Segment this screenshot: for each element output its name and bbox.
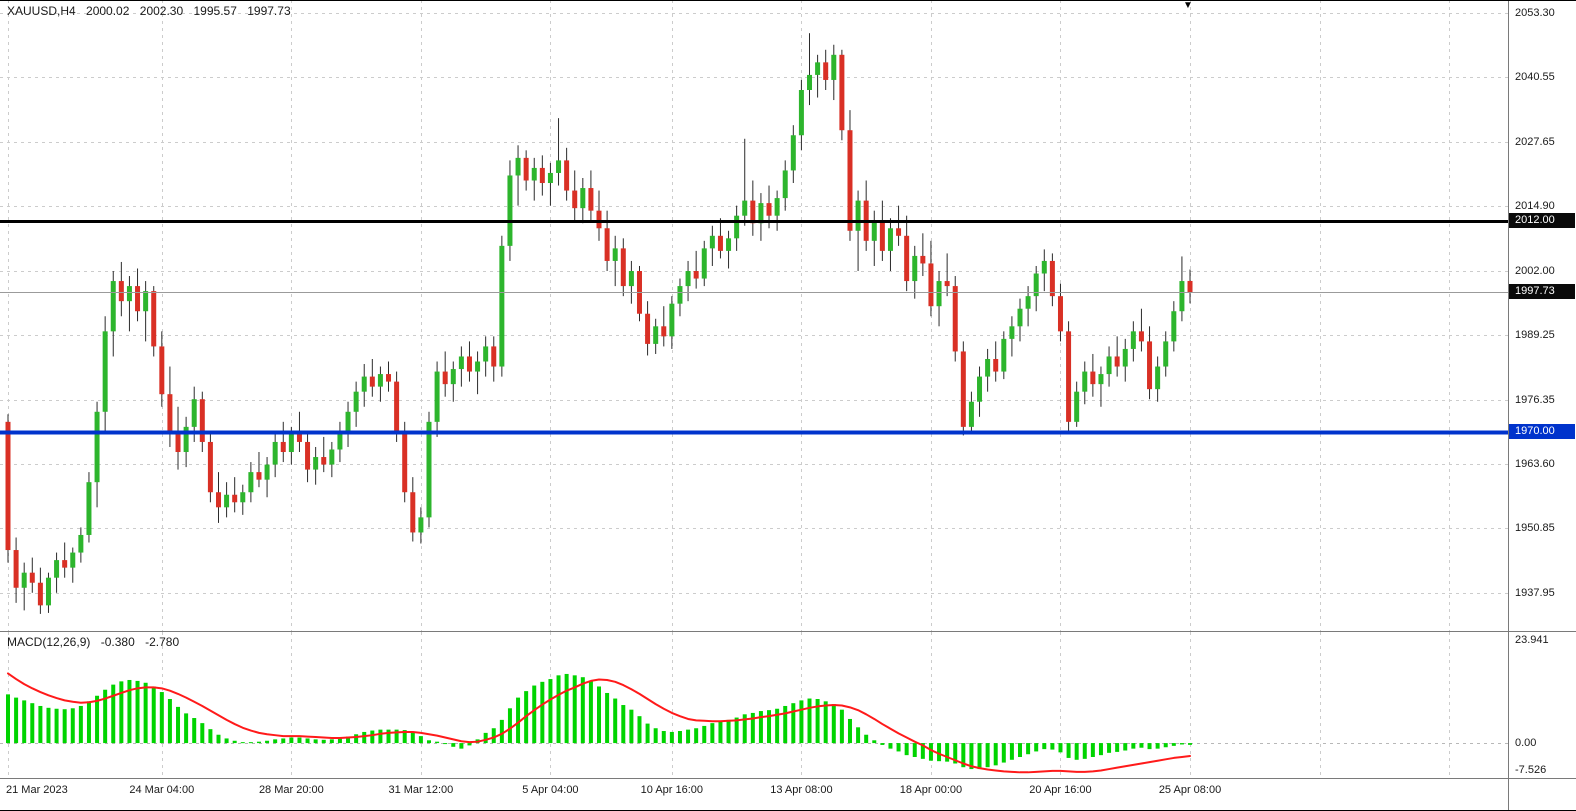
- price-tick-label: 1989.25: [1515, 329, 1555, 342]
- pane-separator: [0, 631, 1576, 632]
- price-tick-label: 2002.00: [1515, 265, 1555, 277]
- macd-value-signal: -2.780: [145, 635, 180, 649]
- axis-separator: [1508, 0, 1509, 811]
- main-grid: [0, 0, 1508, 631]
- time-tick-label: 28 Mar 20:00: [258, 784, 324, 796]
- main-chart-pane[interactable]: XAUUSD,H4 2000.02 2002.30 1995.57 1997.7…: [0, 0, 1508, 631]
- time-tick-label: 25 Apr 08:00: [1158, 784, 1222, 796]
- time-tick-label: 21 Mar 2023: [6, 784, 68, 796]
- time-tick-label: 31 Mar 12:00: [388, 784, 454, 796]
- ohlc-high: 2002.30: [139, 4, 184, 18]
- macd-histogram-series: [6, 673, 1193, 770]
- price-tick-label: 1976.35: [1515, 393, 1555, 406]
- macd-value-main: -0.380: [100, 635, 135, 649]
- macd-axis[interactable]: 23.941 0.00 -7.526: [1509, 632, 1576, 778]
- price-axis[interactable]: 2053.30 2040.55 2027.65 2014.90 2002.00 1989.…: [1509, 0, 1576, 631]
- macd-tick-label: 23.941: [1515, 634, 1549, 646]
- price-tick-label: 2040.55: [1515, 71, 1555, 84]
- time-axis[interactable]: 21 Mar 2023 24 Mar 04:00 28 Mar 20:00 31 Ma…: [0, 779, 1576, 811]
- symbol-period-label: XAUUSD,H4: [7, 4, 76, 18]
- macd-indicator-label: MACD(12,26,9) -0.380 -2.780: [7, 635, 186, 649]
- macd-grid: [8, 632, 1450, 778]
- time-axis-separator: [0, 778, 1576, 779]
- chart-shift-marker-icon[interactable]: ▼: [1183, 0, 1193, 11]
- price-tick-label: 1950.85: [1515, 522, 1555, 535]
- candlestick-series: [5, 33, 1193, 614]
- ohlc-low: 1995.57: [193, 4, 237, 18]
- price-tick-label: 1937.95: [1515, 587, 1555, 600]
- ohlc-info: XAUUSD,H4 2000.02 2002.30 1995.57 1997.7…: [7, 4, 298, 18]
- time-tick-label: 18 Apr 00:00: [899, 784, 963, 796]
- price-badge-1970.00: 1970.00: [1509, 423, 1575, 439]
- macd-tick-label: 0.00: [1515, 737, 1537, 750]
- price-badge-2012.00: 2012.00: [1509, 212, 1575, 228]
- macd-tick-label: -7.526: [1515, 764, 1547, 776]
- price-tick-label: 2053.30: [1515, 7, 1555, 20]
- macd-pane[interactable]: MACD(12,26,9) -0.380 -2.780: [0, 632, 1508, 778]
- ohlc-close: 1997.73: [247, 4, 291, 18]
- price-tick-label: 1963.60: [1515, 458, 1555, 471]
- candlestick-chart: [0, 0, 1508, 631]
- time-tick-label: 20 Apr 16:00: [1029, 784, 1092, 796]
- macd-signal-line: [7, 672, 1192, 774]
- price-tick-label: 2014.90: [1515, 200, 1555, 213]
- time-tick-label: 13 Apr 08:00: [770, 784, 833, 796]
- time-tick-label: 24 Mar 04:00: [129, 784, 195, 796]
- time-tick-label: 10 Apr 16:00: [640, 784, 704, 796]
- window-top-border: [0, 0, 1576, 1]
- macd-chart: [0, 632, 1508, 778]
- ohlc-open: 2000.02: [86, 4, 130, 18]
- price-tick-label: 2027.65: [1515, 136, 1555, 149]
- price-badge-1997.73: 1997.73: [1509, 284, 1575, 300]
- time-tick-label: 5 Apr 04:00: [522, 784, 579, 796]
- macd-name: MACD(12,26,9): [7, 635, 91, 649]
